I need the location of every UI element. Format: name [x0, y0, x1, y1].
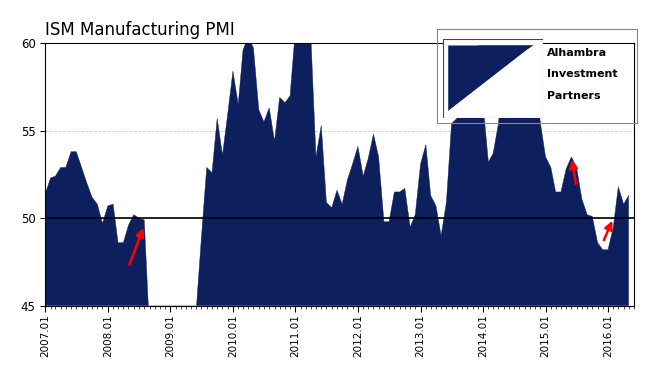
Polygon shape	[478, 45, 533, 78]
Text: Investment: Investment	[547, 69, 617, 80]
Text: Alhambra: Alhambra	[547, 48, 607, 58]
Text: Partners: Partners	[547, 91, 600, 101]
Text: ISM Manufacturing PMI: ISM Manufacturing PMI	[45, 21, 235, 39]
Polygon shape	[448, 45, 533, 111]
Polygon shape	[448, 45, 533, 111]
